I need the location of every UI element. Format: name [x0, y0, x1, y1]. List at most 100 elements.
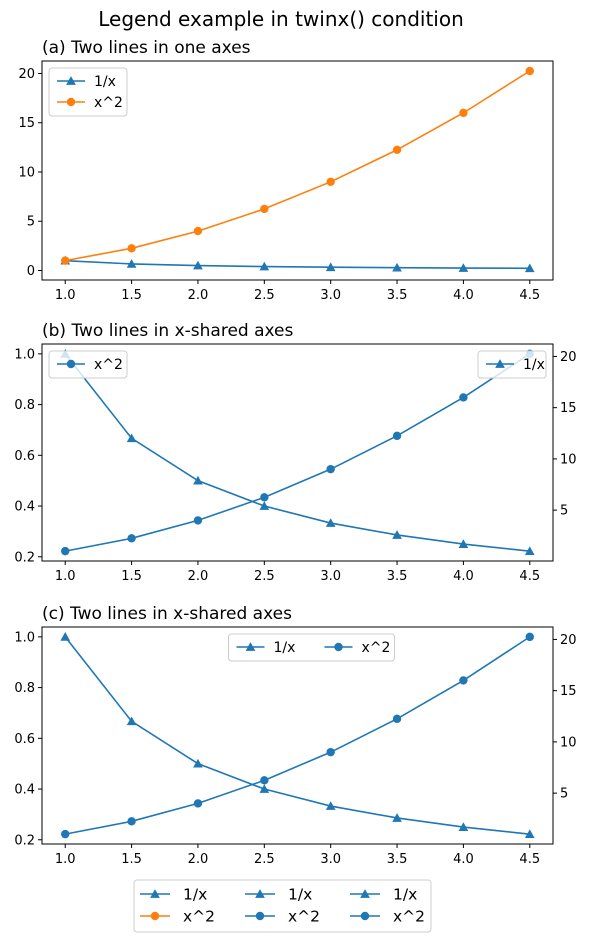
- x-tick-label: 1.0: [55, 569, 76, 584]
- y-tick-label: 0.8: [14, 681, 35, 696]
- data-point: [325, 801, 336, 810]
- data-point: [392, 145, 402, 155]
- data-point: [392, 431, 402, 441]
- x-tick-label: 4.0: [453, 288, 474, 303]
- series-1x: [60, 349, 535, 556]
- legend-frame: [48, 350, 128, 379]
- data-point: [524, 546, 535, 556]
- legend-upper-left: x^2: [48, 350, 128, 379]
- data-point: [193, 260, 203, 270]
- panel-2: (b) Two lines in x-shared axes 1.0 1.5 2.0 2…: [14, 321, 576, 584]
- y-tick-label: 1.0: [14, 630, 35, 645]
- legend-label: x^2: [94, 95, 123, 111]
- legend-marker: [66, 76, 76, 85]
- series-1x: [60, 255, 535, 273]
- data-point: [260, 204, 269, 214]
- data-point: [525, 66, 534, 76]
- axes-frame: [41, 343, 554, 562]
- legend-marker: [66, 359, 76, 369]
- data-point: [392, 714, 402, 724]
- x-tick-label: 4.0: [453, 852, 474, 867]
- data-point: [259, 261, 270, 271]
- data-point: [458, 539, 469, 548]
- y2-tick-label: 20: [560, 350, 577, 365]
- data-point: [524, 263, 535, 273]
- legend-label: x^2: [288, 908, 320, 926]
- x-tick-label: 2.5: [254, 852, 275, 867]
- data-point: [326, 177, 335, 187]
- legend-marker: [150, 889, 160, 898]
- series-x2: [61, 632, 534, 839]
- data-point: [127, 534, 136, 543]
- y-tick-label: 0.2: [14, 833, 35, 848]
- y-tick-label: 5: [27, 215, 35, 230]
- x-tick-label: 1.5: [121, 852, 142, 867]
- data-point: [326, 747, 335, 757]
- legend-upper-left: 1/xx^2: [48, 67, 128, 117]
- x-tick-label: 4.5: [519, 288, 540, 303]
- x-tick-label: 3.0: [320, 852, 341, 867]
- series-line: [65, 70, 531, 262]
- data-point: [392, 262, 402, 272]
- y2-tick-label: 15: [560, 684, 577, 699]
- data-point: [392, 813, 402, 822]
- data-point: [260, 493, 269, 502]
- data-point: [459, 393, 468, 402]
- panel-1: (a) Two lines in one axes 1.0 1.5 2.0 2.5 3.0…: [18, 38, 554, 303]
- legend-upper-right: 1/x: [477, 350, 547, 379]
- data-point: [127, 244, 136, 253]
- series-line: [65, 353, 531, 552]
- series-line: [64, 636, 530, 835]
- series-line: [64, 353, 530, 552]
- figure-legend: 1/x x^2 1/x x^2 1/x x^2: [133, 879, 432, 933]
- series-x2: [61, 349, 534, 556]
- series-1x: [60, 632, 535, 839]
- data-point: [126, 259, 137, 268]
- x-tick-label: 2.5: [254, 569, 275, 584]
- data-point: [259, 784, 270, 793]
- data-point: [259, 501, 270, 510]
- legend-label: 1/x: [274, 640, 296, 656]
- y-tick-label: 0.6: [14, 732, 35, 747]
- data-point: [126, 716, 137, 726]
- data-point: [193, 226, 203, 236]
- y-tick-label: 0.2: [14, 550, 35, 565]
- figure-legend-frame: [133, 879, 432, 933]
- y2-tick-label: 5: [560, 504, 568, 519]
- data-point: [126, 433, 137, 443]
- x-tick-label: 1.5: [121, 288, 142, 303]
- y2-tick-label: 5: [560, 787, 568, 802]
- x-tick-label: 2.0: [188, 288, 209, 303]
- legend-marker: [150, 911, 160, 921]
- x-tick-label: 3.5: [387, 288, 408, 303]
- x-tick-label: 2.0: [188, 852, 209, 867]
- legend-marker: [255, 889, 265, 898]
- legend-marker: [245, 642, 256, 651]
- legend-marker: [66, 97, 76, 107]
- y-tick-label: 15: [18, 116, 35, 131]
- x-tick-label: 2.0: [188, 569, 209, 584]
- data-point: [61, 256, 70, 265]
- axes-frame: [41, 60, 554, 281]
- legend-label: 1/x: [94, 74, 116, 90]
- x-tick-label: 4.5: [519, 569, 540, 584]
- legend-marker: [255, 911, 265, 921]
- y2-tick-label: 10: [560, 735, 577, 750]
- x-tick-label: 1.0: [55, 288, 76, 303]
- y-tick-label: 1.0: [14, 347, 35, 362]
- data-point: [525, 632, 534, 642]
- x-tick-label: 3.5: [387, 569, 408, 584]
- x-tick-label: 3.5: [387, 852, 408, 867]
- x-tick-label: 2.5: [254, 288, 275, 303]
- y-tick-label: 0: [27, 264, 35, 279]
- data-point: [458, 263, 469, 272]
- y-tick-label: 0.6: [14, 449, 35, 464]
- x-tick-label: 3.0: [320, 288, 341, 303]
- x-tick-label: 3.0: [320, 569, 341, 584]
- data-point: [458, 822, 469, 831]
- series-line: [65, 259, 530, 270]
- x-tick-label: 4.5: [519, 852, 540, 867]
- legend-label: x^2: [94, 357, 123, 373]
- legend-upper-center: 1/x x^2: [228, 633, 395, 662]
